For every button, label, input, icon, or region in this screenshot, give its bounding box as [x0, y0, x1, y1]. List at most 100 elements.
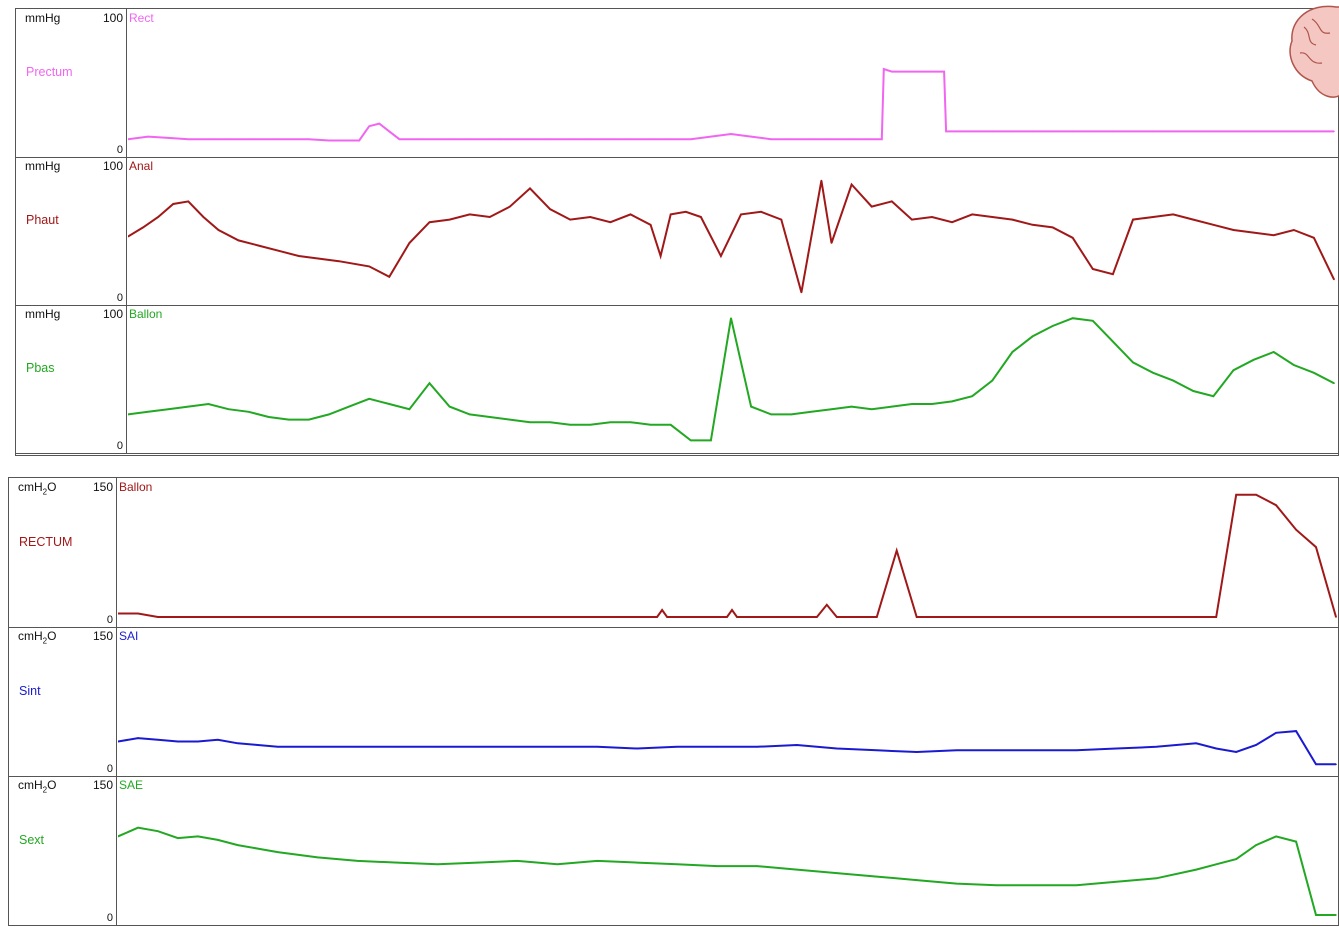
data-point [883, 68, 885, 70]
data-point [1232, 369, 1235, 371]
data-point [247, 138, 250, 140]
channel-name: Pbas [26, 361, 55, 376]
unit-label: cmH2O [18, 778, 56, 794]
data-point [991, 216, 994, 218]
data-point [891, 70, 893, 73]
data-point [1313, 237, 1315, 239]
data-point [830, 138, 833, 140]
data-point [1115, 881, 1118, 883]
data-point [1092, 268, 1094, 270]
data-point [1035, 884, 1038, 887]
data-point [1335, 763, 1337, 766]
data-point [202, 216, 205, 218]
series-line-sext [118, 826, 1336, 916]
data-point [1195, 868, 1197, 871]
axis-column: mmHg 100 0 Pbas [16, 305, 127, 453]
unit-tail: O [47, 629, 57, 643]
data-point [596, 860, 598, 862]
data-point [1175, 616, 1178, 618]
unit-label: mmHg [25, 307, 60, 321]
axis-max-label: 100 [102, 307, 123, 321]
data-point [1212, 395, 1215, 397]
data-point [1115, 747, 1118, 750]
data-point [569, 138, 571, 140]
data-point [1272, 130, 1275, 133]
data-point [796, 744, 798, 746]
data-point [975, 616, 978, 618]
data-point [1011, 130, 1014, 133]
data-point [257, 847, 259, 850]
data-point [356, 860, 359, 862]
data-point [137, 737, 139, 739]
data-point [257, 244, 260, 247]
data-point [227, 138, 230, 140]
data-point [943, 70, 945, 73]
data-point [316, 746, 319, 748]
data-point [676, 746, 678, 748]
data-point [1295, 528, 1297, 531]
data-point [830, 408, 833, 410]
plot-area [118, 730, 1337, 766]
data-point [876, 875, 878, 878]
data-point [207, 138, 210, 140]
data-point [770, 413, 772, 416]
data-point [1255, 844, 1257, 846]
data-point [142, 226, 144, 229]
data-point [710, 439, 712, 442]
data-point [1092, 320, 1094, 322]
data-point [1315, 914, 1317, 916]
data-point [1152, 216, 1154, 218]
data-point [448, 218, 451, 221]
data-point [931, 216, 933, 218]
data-point [569, 424, 571, 426]
data-point [1172, 213, 1174, 216]
data-point [810, 411, 813, 413]
data-point [589, 424, 592, 426]
data-point [1295, 730, 1297, 732]
data-point [776, 616, 778, 618]
data-point [257, 744, 259, 746]
data-point [1315, 763, 1317, 766]
unit-text: cmH [18, 778, 43, 792]
data-point [1252, 359, 1255, 361]
unit-text: mmHg [25, 11, 61, 25]
data-point [436, 746, 439, 748]
data-point [227, 408, 230, 410]
data-point [1275, 504, 1277, 506]
data-point [549, 138, 551, 140]
series-line-prectum [128, 67, 1334, 142]
unit-subscript: 2 [42, 785, 48, 795]
axis-column: cmH2O 150 0 Sext [9, 776, 117, 925]
data-point [1172, 379, 1174, 382]
data-point [876, 616, 878, 618]
data-point [756, 746, 758, 748]
unit-text: mmHg [25, 159, 61, 173]
sensor-label: Ballon [129, 307, 163, 321]
data-point [690, 138, 692, 140]
plot-area [118, 826, 1337, 916]
data-point [509, 418, 511, 421]
data-point [197, 740, 199, 743]
data-point [891, 405, 893, 408]
data-point [636, 861, 638, 864]
data-point [217, 839, 219, 841]
data-point [1235, 493, 1237, 496]
data-point [971, 395, 973, 397]
data-point [911, 403, 913, 405]
data-point [850, 405, 853, 408]
data-point [267, 416, 270, 418]
data-point [516, 616, 519, 618]
data-point [770, 138, 772, 140]
data-point [288, 418, 290, 421]
data-point [247, 411, 250, 413]
data-point [895, 549, 898, 552]
data-point [1051, 226, 1054, 229]
data-point [629, 421, 632, 423]
data-point [1071, 317, 1074, 319]
data-point [298, 255, 300, 257]
data-point [388, 276, 391, 278]
data-point [730, 317, 732, 319]
data-point [750, 135, 752, 138]
data-point [217, 739, 219, 741]
track-phaut: mmHg 100 0 Phaut Anal [16, 157, 1338, 306]
